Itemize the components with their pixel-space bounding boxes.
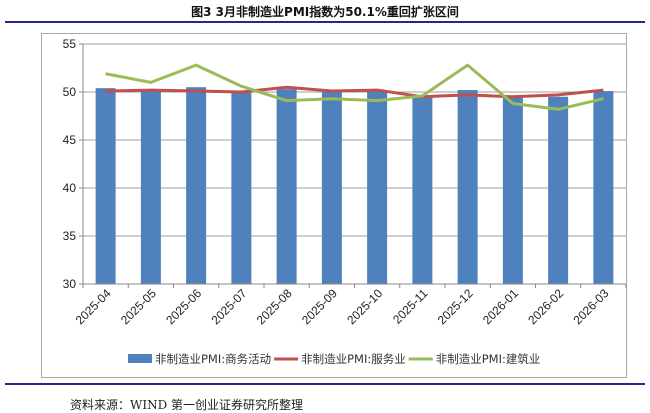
legend-label-2: 非制造业PMI:服务业 xyxy=(301,352,406,366)
bar-2025-10 xyxy=(367,91,388,284)
y-tick-label: 35 xyxy=(63,229,77,243)
x-tick-label: 2025-06 xyxy=(163,286,204,327)
bar-2025-04 xyxy=(95,88,116,284)
legend-label-3: 非制造业PMI:建筑业 xyxy=(436,352,541,366)
bottom-rule xyxy=(5,383,645,385)
bar-2025-07 xyxy=(231,91,252,284)
x-tick-label: 2025-10 xyxy=(344,286,385,327)
bar-2025-05 xyxy=(140,89,161,285)
x-tick-label: 2025-08 xyxy=(254,286,295,327)
x-tick-label: 2025-11 xyxy=(390,286,431,327)
line-series-1 xyxy=(105,85,604,99)
x-tick-label: 2025-07 xyxy=(208,286,249,327)
top-rule xyxy=(5,21,645,23)
x-tick-label: 2025-05 xyxy=(118,286,159,327)
x-tick-label: 2025-09 xyxy=(299,286,340,327)
bar-2026-01 xyxy=(502,97,523,284)
source-note: 资料来源：WIND 第一创业证券研究所整理 xyxy=(70,398,304,412)
y-tick-label: 45 xyxy=(63,133,77,147)
x-tick-label: 2026-01 xyxy=(480,286,521,327)
bar-2025-11 xyxy=(412,96,433,284)
x-tick-label: 2025-04 xyxy=(73,286,114,327)
y-tick-label: 50 xyxy=(63,85,77,99)
bar-2025-09 xyxy=(321,92,342,284)
bar-2025-06 xyxy=(186,87,207,284)
bar-2026-03 xyxy=(593,91,614,284)
x-tick-label: 2026-02 xyxy=(525,286,566,327)
y-tick-label: 55 xyxy=(63,37,77,51)
figure-title: 图3 3月非制造业PMI指数为50.1%重回扩张区间 xyxy=(191,5,459,19)
bar-2025-12 xyxy=(457,90,478,284)
legend-swatch-bar xyxy=(128,354,152,363)
bar-2026-02 xyxy=(548,96,569,284)
y-tick-label: 40 xyxy=(63,181,77,195)
legend-label-1: 非制造业PMI:商务活动 xyxy=(155,352,271,366)
y-tick-label: 30 xyxy=(63,277,77,291)
x-tick-label: 2025-12 xyxy=(435,286,476,327)
bar-2025-08 xyxy=(276,89,297,285)
chart-frame xyxy=(41,33,627,378)
x-tick-label: 2026-03 xyxy=(570,286,611,327)
line-series-2 xyxy=(105,63,604,111)
